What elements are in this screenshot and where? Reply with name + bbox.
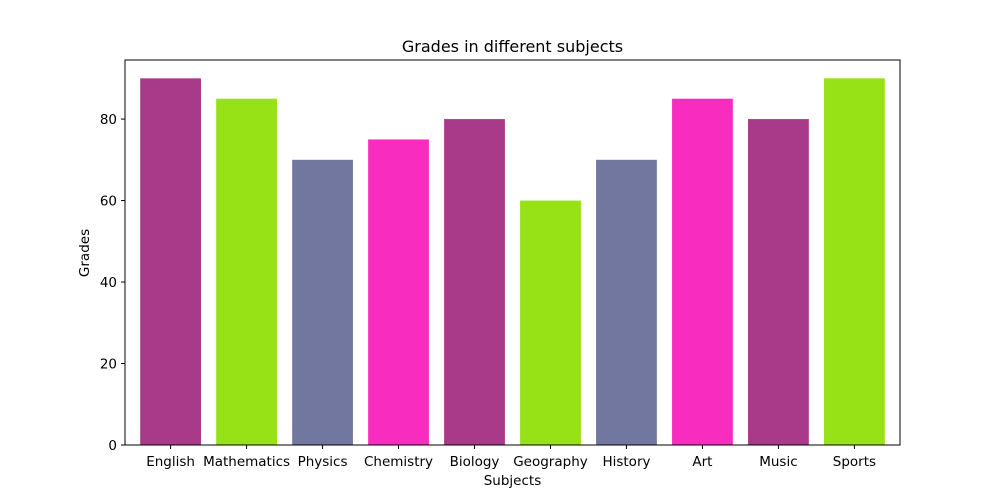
x-tick-label-english: English [146,454,195,470]
y-axis-label: Grades [77,229,93,277]
x-tick-label-biology: Biology [450,454,500,470]
bar-art [672,98,733,445]
x-tick-label-history: History [602,454,650,470]
x-tick-label-mathematics: Mathematics [203,454,290,470]
y-tick-label: 80 [100,112,117,128]
bar-biology [444,119,505,445]
x-tick-label-art: Art [692,454,712,470]
y-tick-label: 0 [108,438,117,454]
x-tick-label-physics: Physics [298,454,348,470]
x-tick-label-music: Music [759,454,797,470]
x-tick-label-chemistry: Chemistry [364,454,433,470]
x-tick-label-sports: Sports [833,454,876,470]
chart-title: Grades in different subjects [402,37,623,56]
bar-mathematics [216,98,277,445]
plot-area: 0 20 40 60 80 English Mathematics Physics Chemis… [100,59,901,470]
bar-chemistry [368,139,429,445]
bar-physics [292,159,353,445]
x-axis-label: Subjects [484,473,542,489]
bar-english [140,78,201,445]
bar-music [748,119,809,445]
y-tick-label: 20 [100,357,117,373]
bar-history [596,159,657,445]
x-tick-label-geography: Geography [513,454,588,470]
y-tick-label: 40 [100,275,117,291]
y-tick-label: 60 [100,194,117,210]
axes-frame [124,59,901,446]
bar-sports [824,78,885,445]
bar-geography [520,200,581,445]
